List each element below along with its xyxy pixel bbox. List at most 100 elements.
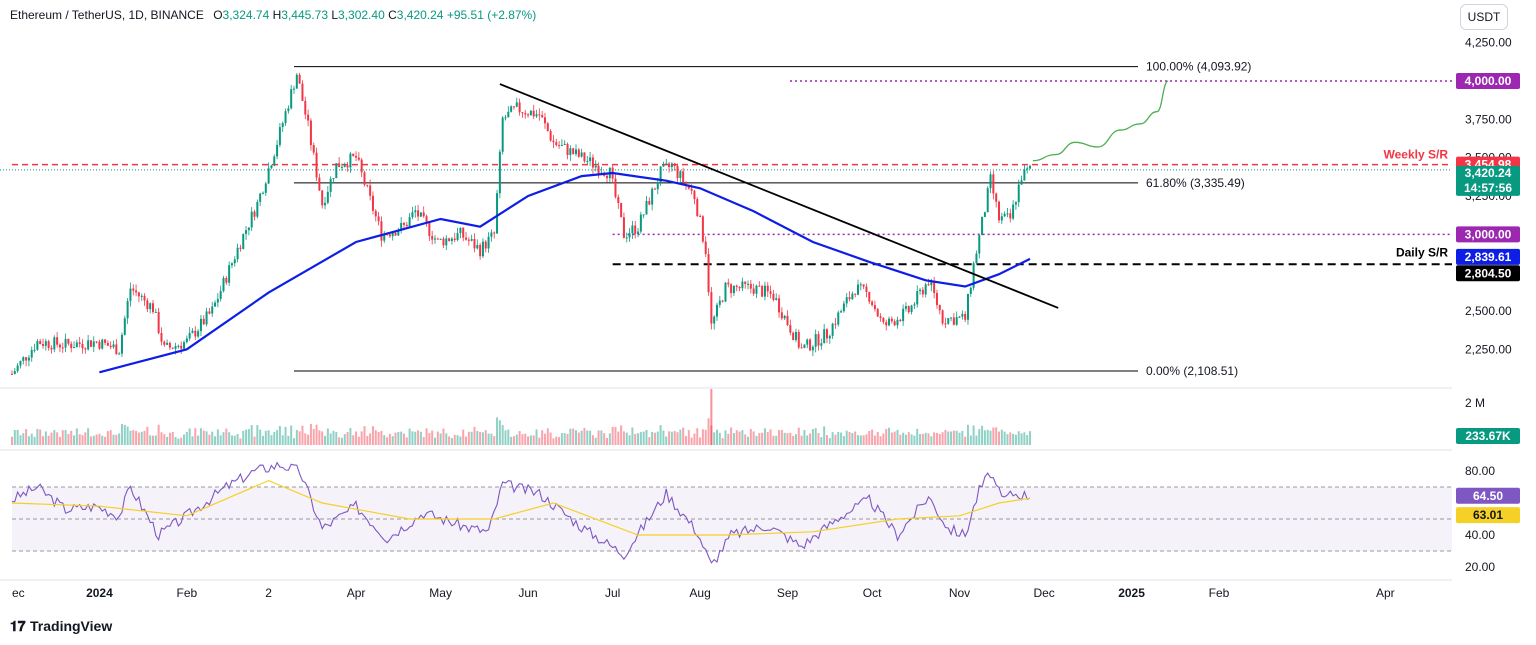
volume-bar	[634, 434, 637, 445]
candle-body	[637, 231, 640, 234]
candle-body	[834, 323, 837, 325]
candle-body	[1000, 216, 1003, 221]
volume-bar	[806, 435, 809, 445]
rsi-ma-value-label: 63.01	[1473, 508, 1503, 522]
volume-bar	[707, 418, 710, 445]
candle-body	[811, 346, 814, 351]
close-label: C	[388, 8, 397, 22]
candle-body	[837, 312, 840, 325]
volume-bar	[896, 429, 899, 445]
candle-body	[58, 344, 61, 348]
candle-body	[947, 318, 950, 324]
candle-body	[549, 130, 552, 141]
volume-bar	[961, 430, 964, 445]
candle-body	[473, 239, 476, 249]
volume-bar	[321, 431, 324, 445]
candle-body	[699, 216, 702, 218]
candle-body	[411, 212, 414, 218]
candle-body	[952, 317, 955, 325]
candle-body	[11, 373, 13, 375]
candle-body	[39, 341, 42, 345]
rsi-tick-label: 20.00	[1465, 560, 1495, 574]
volume-bar	[160, 432, 163, 445]
volume-bar	[425, 428, 428, 445]
volume-bar	[950, 431, 953, 445]
volume-bar	[972, 425, 975, 445]
volume-bar	[383, 435, 386, 445]
candle-body	[61, 347, 64, 349]
candle-body	[998, 201, 1000, 221]
volume-bar	[845, 430, 848, 445]
volume-bar	[402, 433, 405, 445]
candle-body	[64, 338, 67, 348]
volume-bar	[594, 437, 597, 445]
time-axis-label: Apr	[1376, 586, 1395, 600]
candle-body	[230, 263, 233, 266]
volume-bar	[247, 429, 250, 445]
volume-bar	[13, 430, 16, 445]
volume-bar	[191, 436, 194, 445]
volume-bar	[747, 436, 750, 445]
candle-body	[132, 288, 135, 291]
last-price-label: 3,420.24	[1465, 166, 1512, 180]
candle-body	[202, 318, 205, 325]
candle-body	[555, 142, 558, 146]
volume-bar	[434, 437, 436, 445]
volume-bar	[473, 426, 476, 445]
volume-bar	[786, 433, 789, 445]
candle-body	[510, 106, 513, 112]
tradingview-branding[interactable]: 𝟏𝟕 TradingView	[10, 618, 112, 635]
volume-bar	[188, 428, 191, 445]
volume-bar	[349, 428, 352, 445]
candle-body	[239, 247, 242, 249]
candle-body	[789, 324, 792, 333]
candle-body	[828, 335, 831, 339]
candle-body	[476, 245, 479, 249]
candle-body	[287, 108, 290, 112]
candle-body	[109, 345, 112, 348]
candle-body	[972, 263, 975, 288]
volume-bar	[1026, 435, 1029, 445]
candle-body	[479, 245, 482, 257]
volume-bar	[628, 435, 631, 445]
volume-bar	[842, 436, 845, 445]
volume-bar	[569, 428, 572, 445]
volume-bar	[938, 433, 941, 445]
volume-bar	[67, 434, 70, 445]
volume-bar	[1023, 432, 1026, 445]
volume-bar	[617, 431, 620, 445]
candle-body	[761, 286, 764, 297]
volume-bar	[436, 431, 439, 445]
candle-body	[696, 199, 699, 217]
candle-body	[527, 114, 530, 116]
candle-body	[194, 330, 197, 337]
volume-bar	[1029, 431, 1032, 445]
candle-body	[504, 117, 507, 119]
volume-bar	[53, 430, 56, 445]
volume-bar	[445, 433, 448, 445]
candle-body	[180, 345, 183, 349]
candle-body	[577, 149, 580, 157]
volume-bar	[174, 437, 177, 445]
candle-body	[575, 149, 577, 155]
volume-bar	[716, 429, 718, 445]
candle-body	[986, 188, 989, 213]
volume-bar	[44, 431, 47, 445]
volume-bar	[233, 435, 236, 445]
candle-body	[800, 347, 803, 349]
volume-bar	[825, 435, 828, 445]
volume-bar	[25, 429, 28, 445]
candle-body	[772, 293, 775, 300]
volume-bar	[589, 430, 592, 445]
volume-bar	[653, 432, 656, 445]
volume-bar	[408, 428, 411, 445]
currency-button[interactable]: USDT	[1460, 4, 1508, 30]
candle-body	[106, 342, 109, 346]
volume-bar	[87, 428, 90, 445]
volume-bar	[64, 430, 67, 445]
candle-body	[490, 232, 493, 237]
time-axis-label: Aug	[689, 586, 710, 600]
rsi-ma-value-bg	[1456, 507, 1520, 524]
volume-bar	[307, 434, 310, 445]
